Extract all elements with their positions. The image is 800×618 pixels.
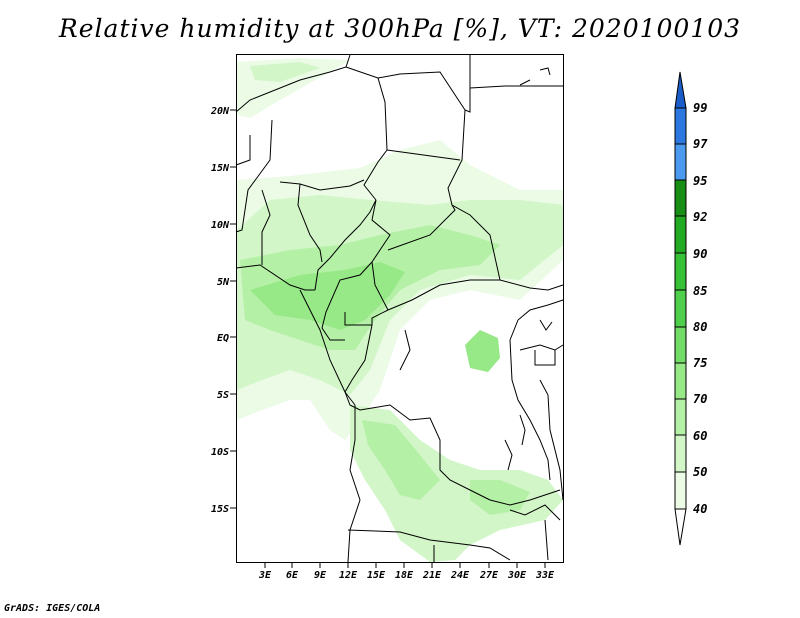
colorbar-label: 40: [693, 502, 707, 516]
colorbar-segment: [674, 215, 687, 254]
colorbar-label: 95: [693, 174, 707, 188]
colorbar-segment: [674, 434, 687, 473]
map-frame: [236, 54, 564, 563]
shading-east-blob: [465, 330, 500, 372]
colorbar-label: 75: [693, 356, 707, 370]
lon-label: 6E: [286, 570, 299, 581]
colorbar-label: 90: [693, 247, 707, 261]
colorbar-segment: [674, 143, 687, 181]
colorbar-label: 92: [693, 210, 707, 224]
lat-label: EQ: [217, 333, 229, 344]
colorbar-segment: [674, 252, 687, 291]
country-borders: [235, 54, 564, 563]
colorbar-arrow-bottom: [674, 508, 687, 546]
colorbar-label: 97: [693, 137, 708, 151]
lat-label: 5N: [217, 277, 230, 288]
lon-label: 33E: [535, 570, 555, 581]
lat-label: 5S: [217, 390, 229, 401]
lon-label: 12E: [339, 570, 358, 581]
lon-label: 24E: [450, 570, 470, 581]
lat-label: 20N: [210, 106, 230, 117]
lon-axis: 3E 6E 9E 12E 15E 18E 21E 24E 27E 30E 33E: [258, 562, 555, 581]
colorbar-segment: [674, 289, 687, 328]
colorbar-label: 50: [693, 465, 707, 479]
colorbar-label: 85: [693, 284, 707, 298]
colorbar-label: 99: [693, 101, 707, 115]
grads-credit: GrADS: IGES/COLA: [4, 603, 101, 614]
lat-label: 15N: [211, 163, 230, 174]
lon-label: 9E: [314, 570, 327, 581]
shading-core-2: [250, 262, 405, 330]
lat-label: 10S: [211, 447, 229, 458]
lon-label: 3E: [258, 570, 272, 581]
lon-label: 30E: [507, 570, 527, 581]
lon-label: 15E: [367, 570, 386, 581]
colorbar-segment: [674, 362, 687, 400]
lon-label: 27E: [479, 570, 499, 581]
map-title: Relative humidity at 300hPa [%], VT: 202…: [58, 14, 742, 43]
lon-label: 18E: [395, 570, 414, 581]
colorbar-label: 70: [693, 392, 707, 406]
colorbar: [674, 71, 687, 546]
colorbar-segment: [674, 326, 687, 364]
colorbar-label: 80: [693, 320, 707, 334]
shading-southeast: [470, 480, 530, 515]
colorbar-segment: [674, 471, 687, 510]
colorbar-labels: 99 97 95 92 90 85 80 75 70 60 50 40: [693, 101, 708, 516]
lon-label: 21E: [422, 570, 442, 581]
colorbar-segment: [674, 398, 687, 436]
shading-south-core: [362, 420, 440, 500]
colorbar-arrow-top: [674, 71, 687, 109]
colorbar-segment: [674, 179, 687, 217]
shading-north-inner: [250, 62, 320, 82]
lat-label: 15S: [211, 504, 229, 515]
lat-axis: 20N 15N 10N 5N EQ 5S 10S 15S: [210, 106, 236, 515]
colorbar-segment: [674, 107, 687, 145]
humidity-shading: [237, 58, 563, 562]
lat-label: 10N: [211, 220, 230, 231]
colorbar-label: 60: [693, 429, 707, 443]
